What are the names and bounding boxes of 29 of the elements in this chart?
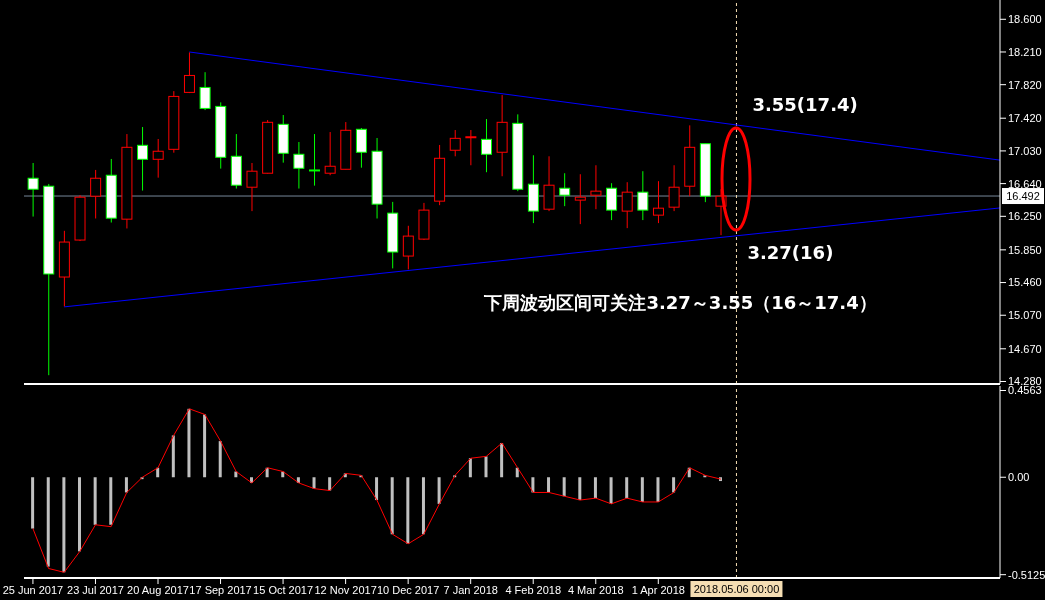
y-tick-label: 16.250 (1008, 210, 1042, 223)
x-tick-label: 7 Jan 2018 (443, 583, 498, 596)
y-tick-label: 15.460 (1008, 276, 1042, 289)
x-tick-label: 20 Aug 2017 (127, 583, 189, 596)
x-tick-label: 17 Sep 2017 (189, 583, 252, 596)
y-tick-label: -0.5125 (1008, 568, 1045, 581)
y-tick-label: 15.850 (1008, 243, 1042, 256)
y-tick-label: 15.070 (1008, 309, 1042, 322)
ref-line-label: 16.492 (1006, 190, 1040, 203)
y-tick-label: 14.670 (1008, 342, 1042, 355)
annotation: 3.27(16) (747, 242, 834, 264)
ref-line-label: 2018.05.06 00:00 (693, 583, 780, 595)
x-tick-label: 4 Mar 2018 (567, 583, 624, 596)
y-tick-label: 17.820 (1008, 78, 1042, 91)
x-tick-label: 1 Apr 2018 (631, 583, 685, 596)
x-tick-label: 15 Oct 2017 (253, 583, 314, 596)
x-tick-label: 12 Nov 2017 (314, 583, 377, 596)
y-tick-label: 18.210 (1008, 45, 1042, 58)
y-tick-label: 0.00 (1008, 471, 1030, 484)
x-tick-label: 10 Dec 2017 (376, 583, 440, 596)
y-tick-label: 17.420 (1008, 112, 1042, 125)
y-tick-label: 18.600 (1008, 13, 1042, 26)
x-tick-label: 25 Jun 2017 (2, 583, 64, 596)
annotation: 3.55(17.4) (752, 94, 858, 116)
annotation: 下周波动区间可关注3.27～3.55（16～17.4） (484, 292, 877, 314)
y-tick-label: 17.030 (1008, 144, 1042, 157)
x-tick-label: 23 Jul 2017 (67, 583, 124, 596)
y-tick-label: 16.640 (1008, 177, 1042, 190)
x-tick-label: 4 Feb 2018 (505, 583, 562, 596)
